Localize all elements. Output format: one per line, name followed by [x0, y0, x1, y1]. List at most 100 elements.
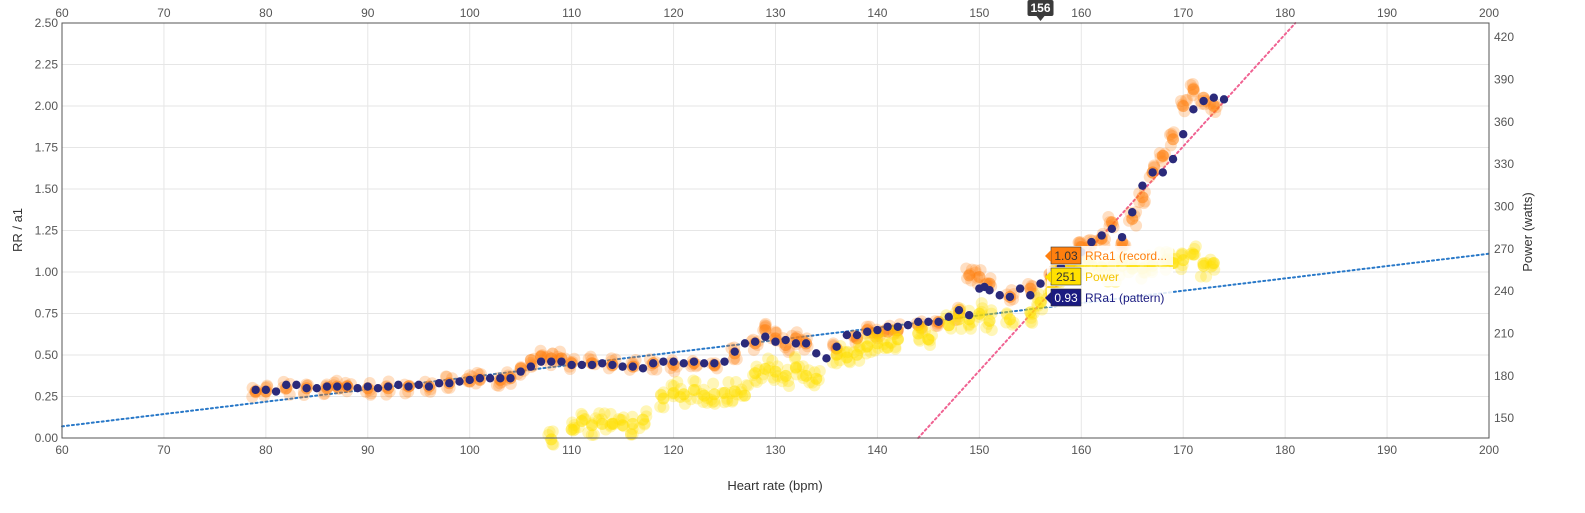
scatter-point	[789, 350, 802, 363]
y-left-tick-label: 2.25	[35, 58, 59, 72]
pattern-point	[679, 359, 688, 368]
scatter-point	[955, 322, 968, 335]
scatter-point	[636, 413, 649, 426]
pattern-point	[445, 379, 454, 388]
pattern-point	[496, 374, 505, 383]
pattern-point	[506, 374, 515, 383]
x-tick-label: 160	[1071, 443, 1091, 457]
x-tick-label: 90	[361, 443, 375, 457]
pattern-point	[1005, 292, 1015, 302]
scatter-point	[684, 393, 697, 406]
scatter-point	[740, 379, 753, 392]
x-top-tick-label: 90	[361, 6, 375, 20]
scatter-point	[575, 415, 588, 428]
pattern-point	[822, 354, 831, 363]
pattern-point	[608, 360, 617, 370]
scatter-point	[545, 433, 558, 446]
pattern-point	[322, 382, 332, 391]
scatter-point	[985, 324, 998, 337]
scatter-point	[729, 376, 742, 389]
scatter-point	[707, 377, 720, 390]
x-tick-label: 80	[259, 443, 273, 457]
pattern-point	[964, 310, 974, 320]
pattern-point	[526, 362, 536, 371]
scatter-point	[964, 322, 977, 335]
x-tick-label: 140	[867, 443, 887, 457]
scatter-point	[722, 376, 735, 389]
pattern-point	[1107, 224, 1117, 234]
pattern-point	[383, 382, 393, 391]
axis-ticks: 60 60 70 70 80 80 90 90 100 100 110 110 120 120 130 130…	[35, 6, 1515, 457]
scatter-point	[861, 340, 874, 353]
scatter-point	[657, 401, 670, 414]
scatter-point	[973, 307, 986, 320]
pattern-point	[954, 305, 964, 315]
scatter-point	[1187, 248, 1200, 261]
scatter-point	[718, 396, 731, 409]
pattern-point	[1138, 181, 1147, 190]
pattern-point	[282, 380, 291, 390]
y-right-tick-label: 360	[1494, 115, 1514, 129]
tooltip-label: RRa1 (pattern)	[1085, 291, 1164, 305]
tooltip-label: Power	[1085, 270, 1119, 284]
pattern-point	[343, 382, 352, 391]
scatter-point	[624, 428, 637, 441]
pattern-point	[587, 360, 597, 370]
scatter-point	[657, 392, 670, 405]
plot-border	[61, 22, 1490, 439]
grid-lines	[61, 22, 1490, 439]
pattern-point	[373, 384, 383, 393]
scatter-point	[586, 419, 599, 432]
pattern-point	[598, 359, 607, 368]
x-top-tick-label: 150	[969, 6, 989, 20]
tooltip-pointer	[1045, 271, 1051, 283]
pattern-point	[465, 375, 474, 385]
scatter-point	[1197, 259, 1210, 272]
scatter-point	[922, 333, 935, 346]
scatter-point	[766, 355, 779, 368]
scatter-point	[891, 333, 904, 346]
scatter-point	[851, 348, 864, 361]
pattern-point	[669, 357, 678, 366]
pattern-point	[363, 382, 372, 391]
y-right-tick-label: 420	[1494, 30, 1514, 44]
scatter-point	[810, 372, 823, 385]
x-top-tick-label: 80	[259, 6, 273, 20]
scatter-point	[1024, 315, 1037, 328]
pattern-point	[1117, 232, 1127, 242]
pattern-point	[271, 387, 281, 396]
pattern-point	[1209, 93, 1218, 102]
pattern-point	[485, 374, 495, 383]
pattern-point	[557, 357, 566, 366]
scatter-point	[975, 297, 988, 310]
pattern-point	[475, 374, 485, 383]
pattern-point	[424, 382, 434, 391]
pattern-point	[924, 317, 933, 326]
trendline	[917, 22, 1297, 439]
pattern-point	[394, 380, 403, 390]
x-axis-title: Heart rate (bpm)	[727, 478, 822, 493]
pattern-point	[791, 339, 801, 348]
pattern-point	[842, 330, 852, 340]
x-top-tick-label: 70	[157, 6, 171, 20]
x-tick-label: 120	[664, 443, 684, 457]
scatter-point	[912, 327, 925, 340]
scatter-point	[616, 419, 629, 432]
y-left-axis-title: RR / a1	[10, 208, 25, 252]
scatter-point	[985, 304, 998, 317]
pattern-point	[1189, 105, 1198, 114]
pattern-point	[353, 384, 362, 393]
x-tick-label: 180	[1275, 443, 1295, 457]
scatter-point	[1034, 296, 1047, 309]
scatter-point	[593, 407, 606, 420]
x-tick-label: 190	[1377, 443, 1397, 457]
pattern-point	[852, 330, 862, 340]
pattern-point	[567, 360, 576, 370]
scatter-point	[667, 386, 680, 399]
pattern-point	[934, 317, 943, 326]
scatter-point	[769, 365, 782, 378]
scatter-point	[840, 351, 853, 364]
x-top-tick-label: 120	[664, 6, 684, 20]
pattern-point	[781, 335, 790, 345]
pattern-point	[903, 320, 913, 330]
